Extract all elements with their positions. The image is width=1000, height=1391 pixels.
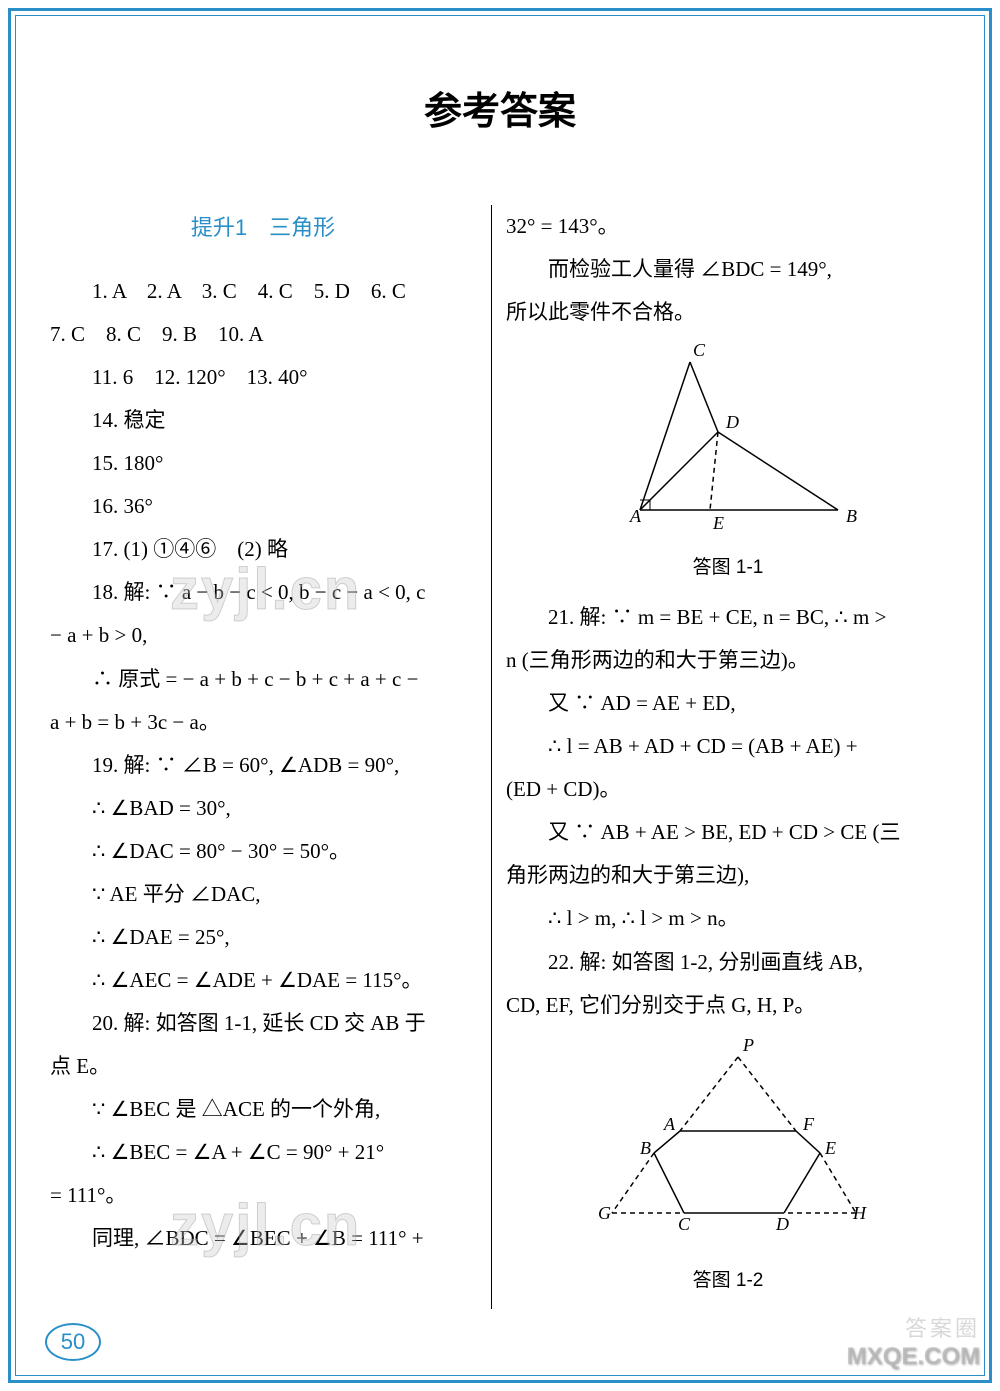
answer-line: 又 ∵ AD = AE + ED, <box>506 682 950 725</box>
answer-line: (ED + CD)。 <box>506 768 950 811</box>
two-column-layout: 提升1 三角形 1. A 2. A 3. C 4. C 5. D 6. C 7.… <box>50 205 950 1309</box>
answer-line: 32° = 143°。 <box>506 205 950 248</box>
svg-text:C: C <box>678 1214 691 1234</box>
answer-line: ∵ AE 平分 ∠DAC, <box>50 873 476 916</box>
triangle-diagram-icon: A B C D E <box>598 342 858 532</box>
answer-line: 所以此零件不合格。 <box>506 291 950 334</box>
figure-1-2: P AB FE G C D H <box>506 1035 950 1260</box>
answer-line: n (三角形两边的和大于第三边)。 <box>506 639 950 682</box>
answer-line: 角形两边的和大于第三边), <box>506 854 950 897</box>
answer-line: 1. A 2. A 3. C 4. C 5. D 6. C <box>50 270 476 313</box>
svg-text:H: H <box>852 1203 867 1223</box>
svg-text:B: B <box>846 506 857 526</box>
page-number: 50 <box>45 1323 101 1361</box>
svg-text:D: D <box>775 1214 789 1234</box>
answer-line: ∴ ∠DAC = 80° − 30° = 50°。 <box>50 830 476 873</box>
svg-text:E: E <box>712 513 724 532</box>
corner-watermark: MXQE.COM <box>847 1343 980 1371</box>
answer-line: ∴ ∠AEC = ∠ADE + ∠DAE = 115°。 <box>50 959 476 1002</box>
svg-text:P: P <box>742 1035 754 1055</box>
section-title: 提升1 三角形 <box>50 205 476 250</box>
corner-watermark: 答案圈 <box>905 1311 980 1343</box>
answer-line: ∴ ∠BAD = 30°, <box>50 787 476 830</box>
svg-text:D: D <box>725 412 739 432</box>
figure-caption: 答图 1-1 <box>506 549 950 588</box>
answer-line: 15. 180° <box>50 442 476 485</box>
answer-line: 20. 解: 如答图 1-1, 延长 CD 交 AB 于 <box>50 1002 476 1045</box>
answer-line: ∴ ∠DAE = 25°, <box>50 916 476 959</box>
answer-line: ∵ ∠BEC 是 △ACE 的一个外角, <box>50 1088 476 1131</box>
answer-line: 7. C 8. C 9. B 10. A <box>50 313 476 356</box>
svg-text:A: A <box>663 1114 676 1134</box>
answer-line: 16. 36° <box>50 485 476 528</box>
svg-text:A: A <box>629 506 642 526</box>
answer-line: 17. (1) ①④⑥ (2) 略 <box>50 528 476 571</box>
answer-line: 点 E。 <box>50 1045 476 1088</box>
answer-line: 18. 解: ∵ a − b − c < 0, b − c − a < 0, c <box>50 571 476 614</box>
svg-text:F: F <box>802 1114 815 1134</box>
answer-line: 19. 解: ∵ ∠B = 60°, ∠ADB = 90°, <box>50 744 476 787</box>
answer-line: 同理, ∠BDC = ∠BEC + ∠B = 111° + <box>50 1217 476 1260</box>
answer-line: 21. 解: ∵ m = BE + CE, n = BC, ∴ m > <box>506 596 950 639</box>
svg-text:C: C <box>693 342 706 360</box>
figure-caption: 答图 1-2 <box>506 1262 950 1301</box>
answer-line: ∴ ∠BEC = ∠A + ∠C = 90° + 21° <box>50 1131 476 1174</box>
answer-line: 22. 解: 如答图 1-2, 分别画直线 AB, <box>506 941 950 984</box>
left-column: 提升1 三角形 1. A 2. A 3. C 4. C 5. D 6. C 7.… <box>50 205 491 1309</box>
answer-line: = 111°。 <box>50 1174 476 1217</box>
answer-line: 14. 稳定 <box>50 399 476 442</box>
hexagon-diagram-icon: P AB FE G C D H <box>588 1035 868 1245</box>
right-column: 32° = 143°。 而检验工人量得 ∠BDC = 149°, 所以此零件不合… <box>491 205 950 1309</box>
svg-text:E: E <box>824 1138 836 1158</box>
answer-line: a + b = b + 3c − a。 <box>50 701 476 744</box>
answer-line: 又 ∵ AB + AE > BE, ED + CD > CE (三 <box>506 811 950 854</box>
main-title: 参考答案 <box>50 80 950 135</box>
svg-text:G: G <box>598 1203 611 1223</box>
column-divider <box>491 205 492 1309</box>
figure-1-1: A B C D E <box>506 342 950 547</box>
answer-line: 而检验工人量得 ∠BDC = 149°, <box>506 248 950 291</box>
answer-line: ∴ 原式 = − a + b + c − b + c + a + c − <box>50 658 476 701</box>
svg-text:B: B <box>640 1138 651 1158</box>
page-content: 参考答案 提升1 三角形 1. A 2. A 3. C 4. C 5. D 6.… <box>50 40 950 1331</box>
answer-line: ∴ l = AB + AD + CD = (AB + AE) + <box>506 725 950 768</box>
answer-line: CD, EF, 它们分别交于点 G, H, P。 <box>506 984 950 1027</box>
answer-line: ∴ l > m, ∴ l > m > n。 <box>506 897 950 940</box>
answer-line: − a + b > 0, <box>50 614 476 657</box>
answer-line: 11. 6 12. 120° 13. 40° <box>50 356 476 399</box>
